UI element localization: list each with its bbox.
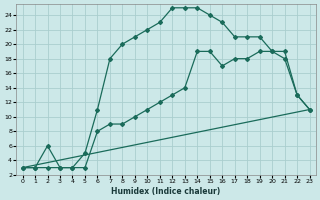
- X-axis label: Humidex (Indice chaleur): Humidex (Indice chaleur): [111, 187, 221, 196]
